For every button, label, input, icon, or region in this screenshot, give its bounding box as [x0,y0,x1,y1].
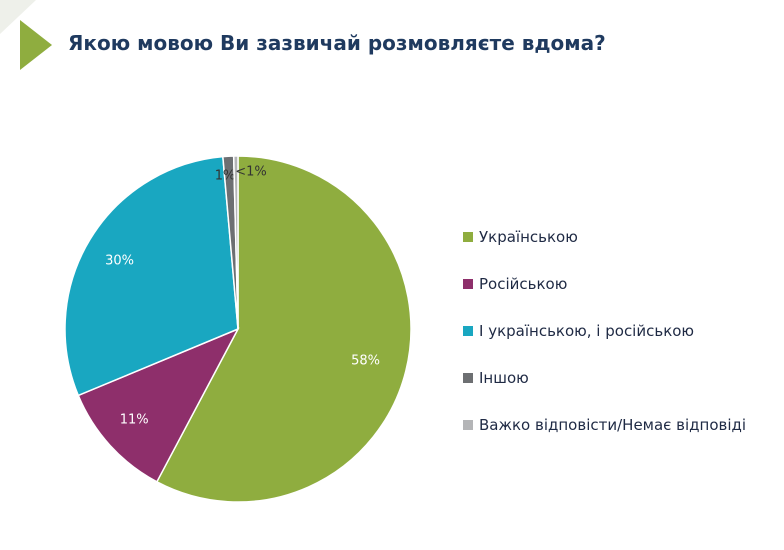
pie-data-label: <1% [235,165,267,180]
pie-data-label: 11% [120,412,149,427]
pie-slice [155,155,412,503]
pie-data-label: 30% [105,253,134,268]
legend-label: Іншою [479,369,529,387]
legend-swatch [463,373,473,383]
legend-item: Українською [463,227,746,247]
legend-swatch [463,326,473,336]
legend-label: Українською [479,228,578,246]
chart-legend: Українською Російською І українською, і ро… [463,227,746,462]
pie-data-label: 58% [351,353,380,368]
legend-swatch [463,279,473,289]
legend-swatch [463,420,473,430]
pie-slice [77,327,240,483]
legend-item: І українською, і російською [463,321,746,341]
legend-item: Російською [463,274,746,294]
legend-swatch [463,232,473,242]
page-title: Якою мовою Ви зазвичай розмовляєте вдома… [68,31,606,55]
legend-label: Важко відповісти/Немає відповіді [479,416,747,434]
legend-item: Іншою [463,368,746,388]
legend-label: Російською [479,275,568,293]
legend-label: І українською, і російською [479,322,695,340]
legend-item: Важко відповісти/Немає відповіді [463,415,746,435]
pie-slice [64,155,239,397]
pie-data-label: 1% [215,169,236,184]
header-arrow-icon [0,0,52,70]
pie-slice [232,155,239,330]
